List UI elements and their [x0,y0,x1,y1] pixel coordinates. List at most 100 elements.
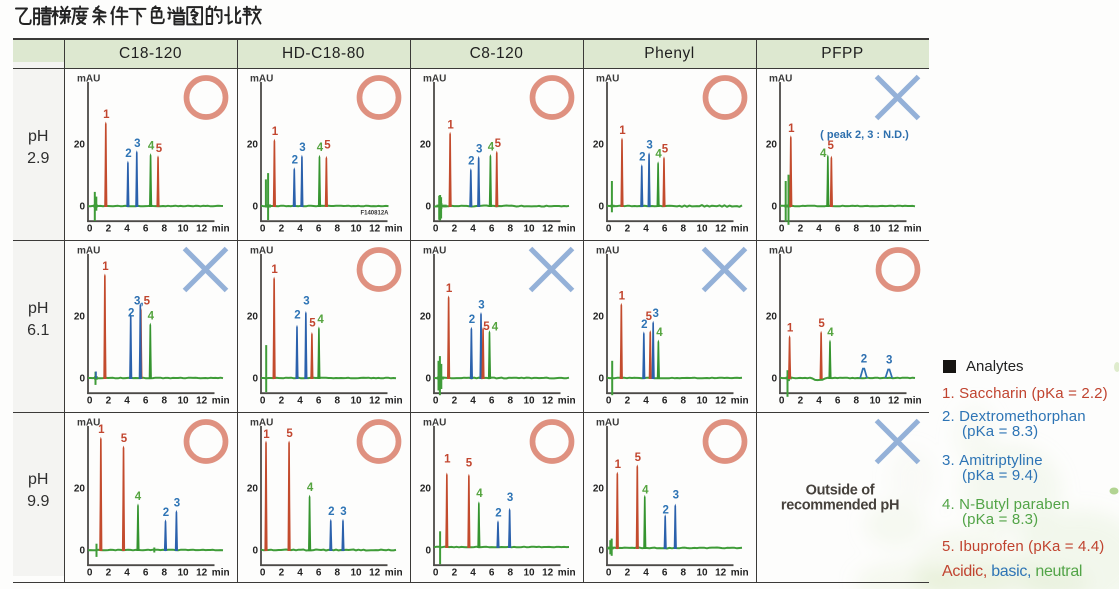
svg-text:3: 3 [886,355,892,367]
svg-text:6: 6 [662,395,668,406]
svg-text:min: min [385,223,403,234]
svg-text:10: 10 [523,567,535,578]
svg-text:5: 5 [818,318,825,330]
svg-text:0: 0 [771,374,777,385]
svg-text:5: 5 [324,139,331,151]
svg-text:12: 12 [888,395,900,406]
svg-text:0: 0 [779,223,785,234]
svg-text:0: 0 [598,546,604,557]
svg-text:2: 2 [452,395,458,406]
svg-text:4: 4 [297,395,303,406]
svg-text:2: 2 [639,152,645,164]
svg-text:10: 10 [523,223,535,234]
svg-text:6: 6 [143,567,149,578]
svg-text:2: 2 [662,505,668,517]
svg-text:10: 10 [350,395,362,406]
svg-text:3: 3 [299,142,305,154]
svg-text:mAU: mAU [423,246,446,257]
svg-text:1: 1 [444,454,451,466]
svg-text:1: 1 [446,283,453,295]
svg-text:0: 0 [260,567,266,578]
svg-text:8: 8 [508,567,514,578]
svg-text:8: 8 [508,395,514,406]
svg-text:5: 5 [495,138,502,150]
svg-text:8: 8 [854,223,860,234]
svg-text:5: 5 [156,143,163,155]
svg-text:2: 2 [452,223,458,234]
svg-text:4: 4 [317,314,324,326]
svg-text:2: 2 [468,156,474,168]
svg-text:5: 5 [662,144,669,156]
svg-text:20: 20 [593,312,605,323]
svg-text:20: 20 [247,140,259,151]
svg-text:6: 6 [662,567,668,578]
svg-text:0: 0 [425,546,431,557]
svg-text:3: 3 [476,143,482,155]
svg-text:4: 4 [816,395,822,406]
svg-text:20: 20 [766,140,778,151]
svg-text:12: 12 [542,223,554,234]
svg-text:6: 6 [316,567,322,578]
svg-text:0: 0 [606,395,612,406]
svg-text:6: 6 [316,223,322,234]
svg-text:6: 6 [489,395,495,406]
svg-text:12: 12 [196,567,208,578]
svg-text:0: 0 [87,567,93,578]
svg-text:5: 5 [635,452,642,464]
svg-text:20: 20 [420,140,432,151]
svg-text:3: 3 [174,497,180,509]
svg-text:0: 0 [606,223,612,234]
svg-text:2: 2 [294,309,300,321]
svg-text:0: 0 [79,546,85,557]
svg-text:12: 12 [888,223,900,234]
svg-text:6: 6 [489,567,495,578]
svg-text:12: 12 [369,567,381,578]
svg-text:3: 3 [134,138,140,150]
svg-text:2: 2 [861,354,867,366]
svg-text:20: 20 [74,484,86,495]
svg-text:10: 10 [869,223,881,234]
svg-text:5: 5 [466,457,473,469]
svg-text:4: 4 [476,488,483,500]
svg-text:mAU: mAU [423,74,446,85]
svg-text:1: 1 [787,323,794,335]
svg-text:mAU: mAU [77,246,100,257]
svg-text:2: 2 [163,507,169,519]
svg-text:0: 0 [433,567,439,578]
svg-text:2: 2 [625,567,631,578]
svg-text:4: 4 [148,311,155,323]
svg-text:0: 0 [252,202,258,213]
svg-text:4: 4 [642,484,649,496]
svg-text:8: 8 [681,395,687,406]
svg-text:12: 12 [196,395,208,406]
svg-text:mAU: mAU [596,418,619,429]
svg-text:1: 1 [272,126,279,138]
svg-text:10: 10 [869,395,881,406]
svg-text:5: 5 [646,311,653,323]
svg-text:20: 20 [247,312,259,323]
svg-text:3,5: 3,5 [134,296,151,308]
svg-text:6: 6 [662,223,668,234]
svg-text:2: 2 [106,567,112,578]
svg-text:8: 8 [335,395,341,406]
svg-text:1: 1 [263,429,270,441]
svg-text:0: 0 [87,395,93,406]
svg-text:3: 3 [478,300,484,312]
svg-text:0: 0 [79,202,85,213]
svg-text:4: 4 [643,567,649,578]
svg-text:10: 10 [523,395,535,406]
svg-text:4: 4 [297,567,303,578]
svg-text:12: 12 [715,223,727,234]
svg-text:8: 8 [508,223,514,234]
svg-text:10: 10 [177,223,189,234]
svg-text:0: 0 [252,374,258,385]
svg-text:min: min [904,395,922,406]
svg-text:2: 2 [106,223,112,234]
svg-text:1: 1 [271,264,278,276]
svg-text:4: 4 [317,142,324,154]
svg-text:8: 8 [681,567,687,578]
svg-text:min: min [731,395,749,406]
svg-text:10: 10 [177,395,189,406]
svg-text:0: 0 [433,395,439,406]
svg-text:min: min [731,567,749,578]
